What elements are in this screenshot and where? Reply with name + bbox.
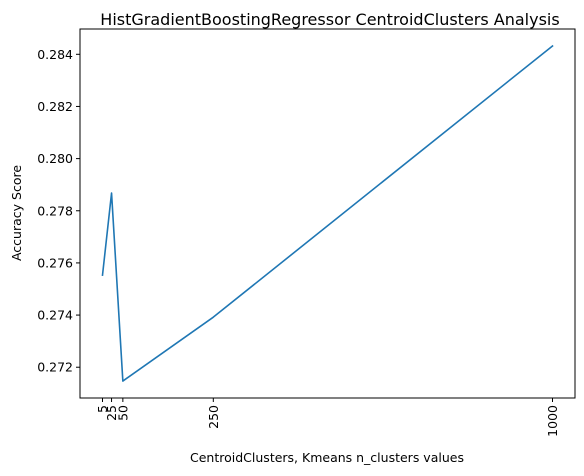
y-tick-label: 0.282	[37, 99, 73, 114]
x-tick-label: 250	[206, 405, 221, 429]
series-group	[101, 44, 554, 382]
x-tick-label: 50	[115, 405, 130, 421]
y-tick-label: 0.280	[37, 151, 73, 166]
y-axis-label: Accuracy Score	[9, 165, 24, 261]
series-line-0	[101, 44, 554, 382]
axes-frame	[79, 28, 576, 399]
y-tick-label: 0.272	[37, 360, 73, 375]
y-tick-label: 0.284	[37, 47, 73, 62]
y-axis: 0.272 0.274 0.276 0.278 0.280 0.282 0.284	[37, 47, 80, 375]
y-tick-label: 0.276	[37, 255, 73, 270]
y-tick-label: 0.274	[37, 308, 73, 323]
chart-title: HistGradientBoostingRegressor CentroidCl…	[100, 10, 559, 29]
x-tick-label: 25	[104, 405, 119, 421]
plot-area: 0.272 0.274 0.276 0.278 0.280 0.282 0.284 5255…	[37, 28, 576, 437]
x-axis-label: CentroidClusters, Kmeans n_clusters valu…	[190, 450, 464, 465]
x-tick-label: 1000	[545, 405, 560, 437]
y-tick-label: 0.278	[37, 203, 73, 218]
x-tick-label: 5	[95, 405, 110, 413]
